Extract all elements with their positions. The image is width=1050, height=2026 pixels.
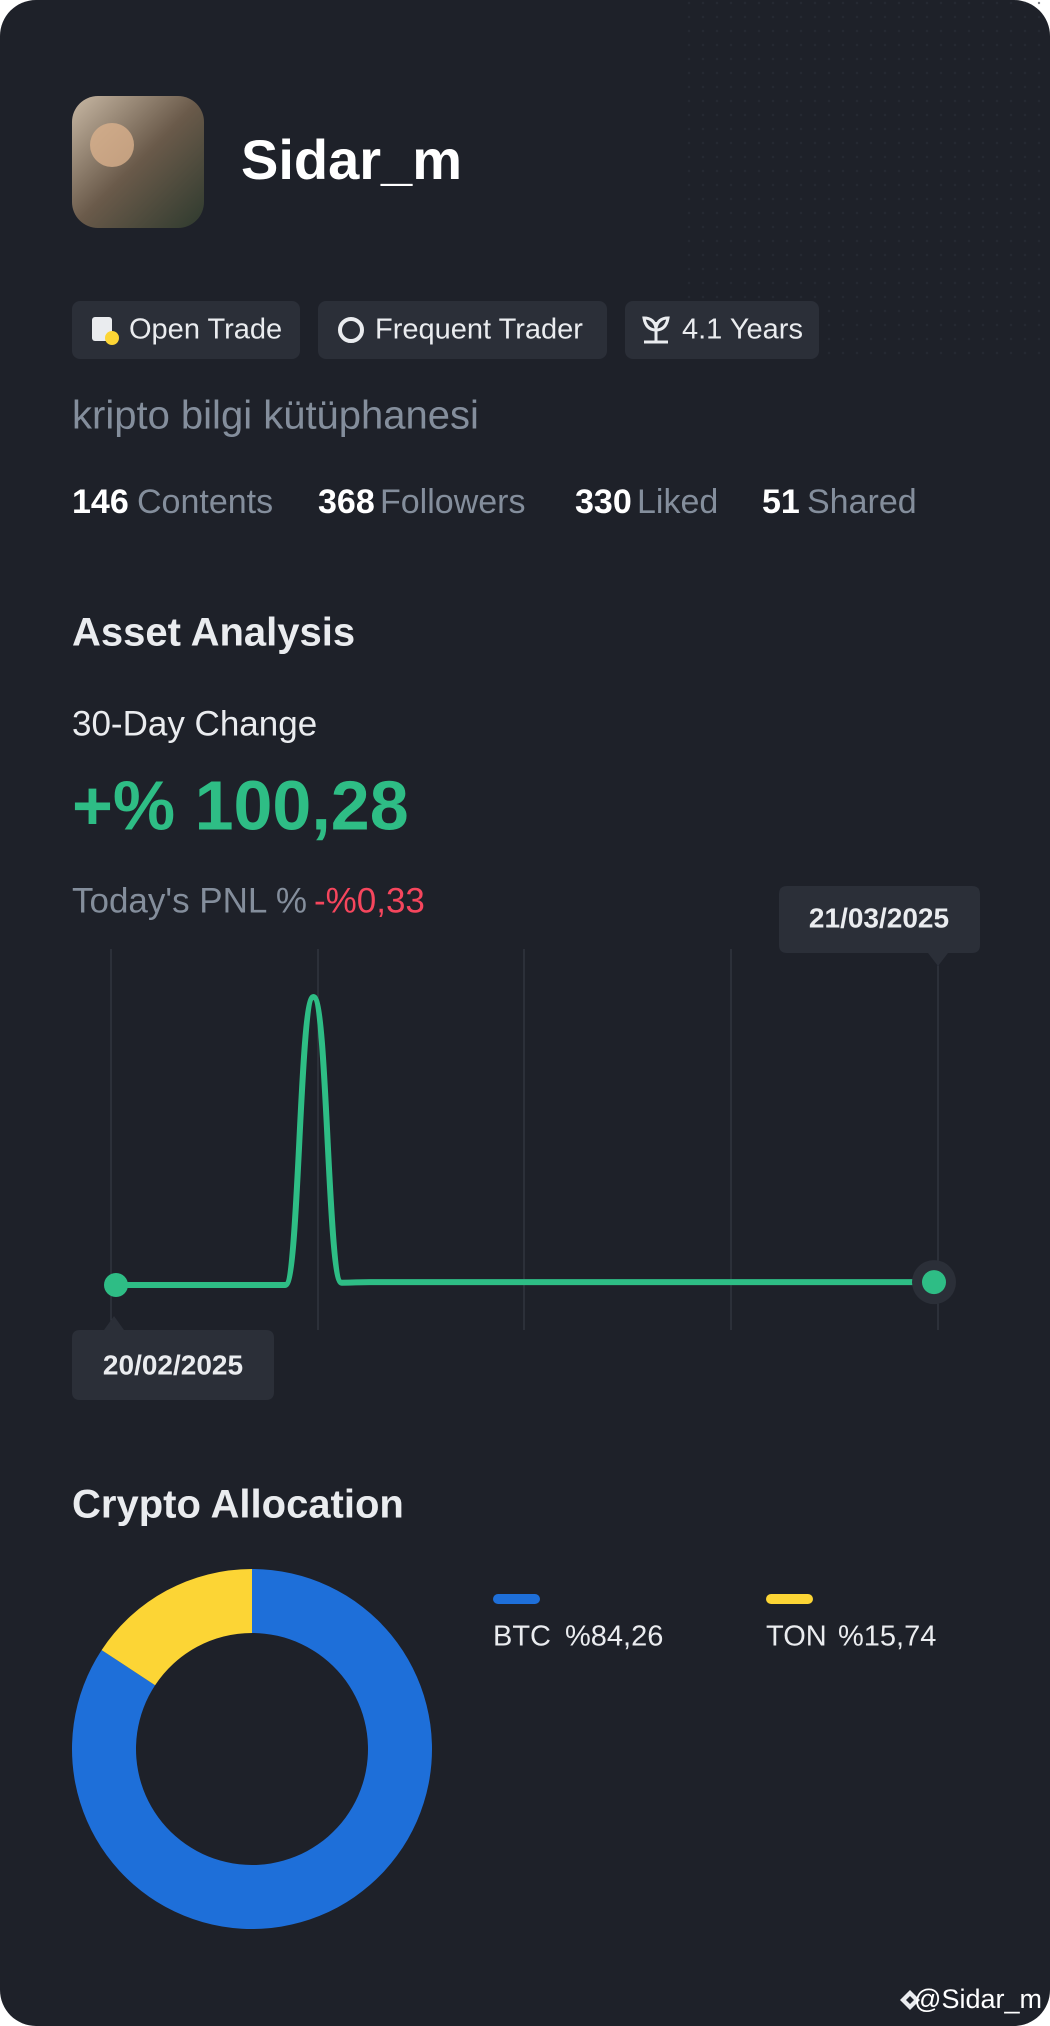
point	[922, 1270, 946, 1295]
badge-icon	[338, 317, 364, 343]
tooltip	[779, 886, 980, 966]
change-value: +% 100,28	[72, 766, 409, 844]
line-series	[113, 994, 937, 1289]
stat-label: Contents	[137, 483, 273, 521]
badge-icon	[105, 331, 119, 345]
stat-value: 330	[575, 483, 632, 521]
badge-label: Frequent Trader	[375, 314, 583, 346]
badge[interactable]	[72, 301, 300, 359]
tooltip-date: 21/03/2025	[809, 902, 949, 933]
username: Sidar_m	[241, 128, 462, 191]
donut-segment	[101, 1569, 253, 1686]
stat-value: 51	[762, 483, 800, 521]
badge-label: Open Trade	[129, 314, 282, 346]
donut-segment	[71, 1569, 432, 1929]
badge[interactable]	[625, 301, 819, 359]
stat-label: Liked	[637, 483, 718, 521]
badge-icon	[642, 316, 670, 344]
legend-label: TON	[766, 1621, 827, 1653]
line-chart: 21/03/2025 20/02/2025	[72, 886, 980, 1400]
tooltip	[72, 1316, 274, 1400]
donut-chart: BTC %84,26 TON %15,74	[71, 1569, 936, 1929]
stat-value: 368	[318, 483, 375, 521]
legend-value: %84,26	[565, 1621, 663, 1653]
pnl-label: Today's PNL %	[72, 881, 307, 920]
section-title: Asset Analysis	[72, 611, 355, 655]
section-title: Crypto Allocation	[72, 1483, 404, 1527]
point	[104, 1273, 128, 1297]
badge-label: 4.1 Years	[682, 314, 803, 346]
legend-swatch	[493, 1594, 540, 1604]
stat-value: 146	[72, 483, 129, 521]
badge[interactable]	[318, 301, 607, 359]
watermark: @Sidar_m	[914, 1984, 1042, 2014]
legend-value: %15,74	[838, 1621, 936, 1653]
tooltip-date: 20/02/2025	[103, 1349, 243, 1380]
legend-label: BTC	[493, 1621, 551, 1653]
bio: kripto bilgi kütüphanesi	[72, 394, 479, 438]
stats: 146 Contents 368 Followers 330 Liked 51 …	[72, 483, 917, 521]
logo	[900, 1990, 920, 2010]
avatar[interactable]	[72, 96, 204, 228]
stat-label: Shared	[807, 483, 917, 521]
dot-pattern	[680, 0, 1050, 360]
change-label: 30-Day Change	[72, 704, 317, 743]
legend-swatch	[766, 1594, 813, 1604]
stat-label: Followers	[380, 483, 525, 521]
avatar-face	[90, 123, 134, 167]
pnl-value: -%0,33	[314, 881, 425, 920]
